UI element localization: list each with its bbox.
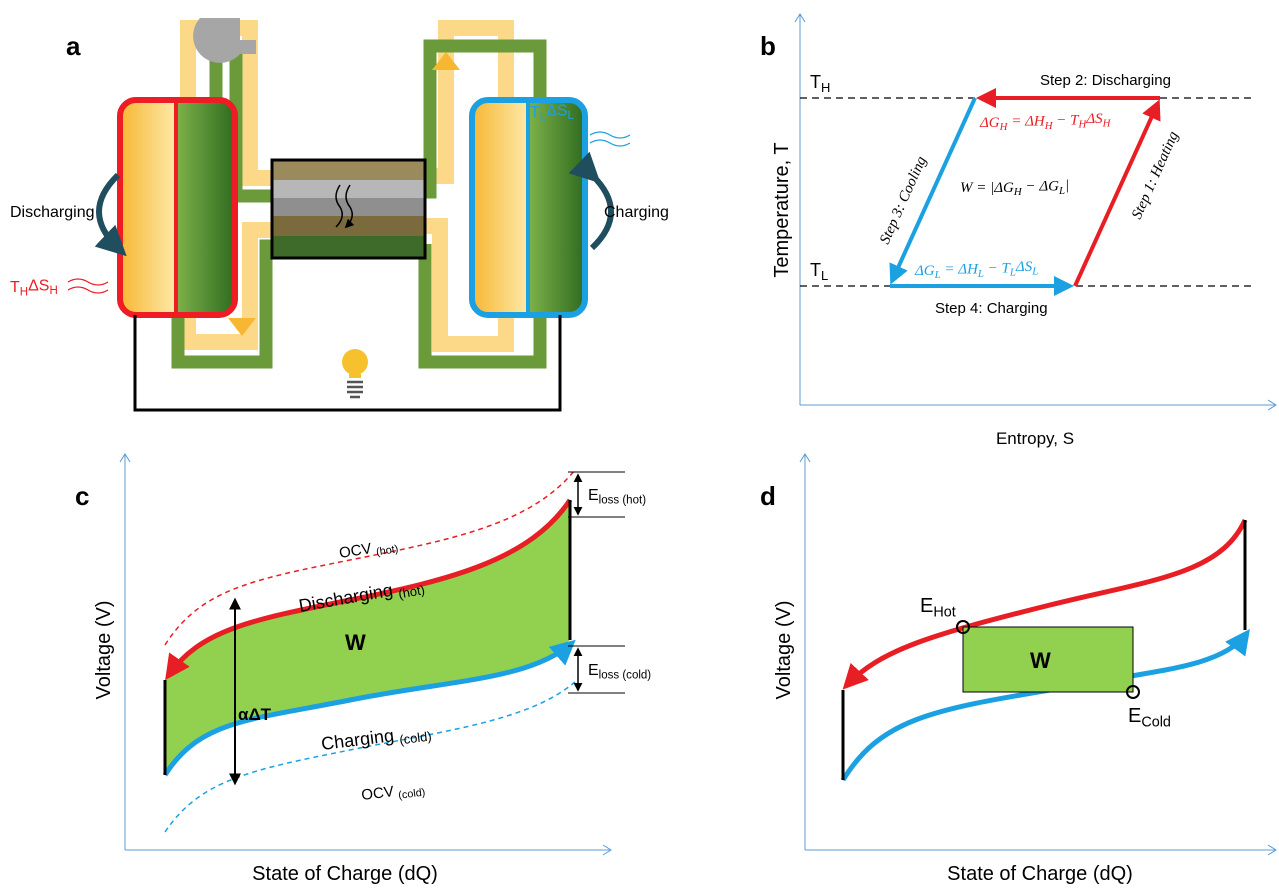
text-part: Charging xyxy=(320,725,400,754)
text-part: E xyxy=(920,595,933,617)
text-part: − ΔG xyxy=(1022,179,1059,195)
x-axis-label: State of Charge (dQ) xyxy=(947,863,1133,885)
y-axis-label: Voltage (V) xyxy=(773,601,795,700)
subscript: L xyxy=(977,268,984,280)
work-label: W xyxy=(1030,648,1051,673)
axes xyxy=(795,14,1276,410)
panel-b: b TH TL Step 2: Discharging Step 4: Char… xyxy=(760,14,1276,448)
panel-c: c Eloss (hot) Eloss (cold) W αΔT OCV (ho… xyxy=(75,454,651,885)
work-label: W xyxy=(345,630,366,655)
subscript: L xyxy=(1058,185,1065,197)
loss-hot: Eloss (hot) xyxy=(588,487,646,506)
text-part: OCV xyxy=(338,539,377,562)
e-cold: ECold xyxy=(1128,705,1171,730)
step-label: Step 2: Discharging xyxy=(1040,72,1171,89)
y-axis-label: Voltage (V) xyxy=(93,601,115,700)
panel-label: d xyxy=(760,481,776,511)
loss-cold: Eloss (cold) xyxy=(588,662,651,681)
subscript: H xyxy=(821,80,830,95)
equation: ΔGH = ΔHH − THΔSH xyxy=(979,111,1112,133)
subscript: H xyxy=(1102,117,1112,129)
step-label: Step 1: Heating xyxy=(1129,129,1182,222)
text-part: W = |ΔG xyxy=(960,180,1014,196)
subscript: Cold xyxy=(1141,714,1171,730)
text-part: T xyxy=(810,260,821,280)
ocv-cold-label: OCV (cold) xyxy=(360,779,426,806)
step-label: Step 3: Cooling xyxy=(877,154,930,247)
charge-label: Charging (cold) xyxy=(320,721,432,757)
subscript: H xyxy=(49,285,57,297)
text-part: | xyxy=(1065,177,1069,193)
t-high: TH xyxy=(810,72,830,95)
text-part: = ΔH xyxy=(1007,114,1045,130)
t-low: TL xyxy=(810,260,828,283)
subscript: L xyxy=(1009,267,1016,279)
panel-label: b xyxy=(760,31,776,61)
subscript: H xyxy=(20,286,28,298)
text-part: − T xyxy=(1053,112,1081,128)
subscript: L xyxy=(568,110,575,122)
subscript: L xyxy=(821,268,828,283)
x-axis-label: State of Charge (dQ) xyxy=(252,863,438,885)
equation: W = |ΔGH − ΔGL| xyxy=(960,177,1069,198)
ocv-hot-label: OCV (hot) xyxy=(338,536,399,564)
panel-label: a xyxy=(66,31,81,61)
equation: ΔGL = ΔHL − TLΔSL xyxy=(914,259,1038,281)
text-part: − T xyxy=(984,260,1012,276)
text: Charging xyxy=(604,204,669,221)
e-hot: EHot xyxy=(920,595,956,620)
text-part: ΔS xyxy=(28,278,49,295)
text-part: ΔS xyxy=(1085,111,1103,127)
text-part: T xyxy=(10,279,20,296)
heat-wave xyxy=(590,132,630,146)
text-part: T xyxy=(530,104,540,121)
panel-a: a Discharging Charging THΔSH TLΔSL xyxy=(10,18,669,410)
text-part: E xyxy=(588,487,599,504)
alpha-label: αΔT xyxy=(238,705,272,724)
discharge-arrow xyxy=(99,175,118,248)
subscript: L xyxy=(934,269,941,281)
text-part: E xyxy=(1128,705,1141,727)
subscript: (cold) xyxy=(398,787,426,802)
figure: a Discharging Charging THΔSH TLΔSL b TH … xyxy=(0,0,1279,889)
heat-exchanger xyxy=(272,160,425,258)
y-axis-label: Temperature, T xyxy=(771,142,793,277)
bulb xyxy=(342,349,368,397)
subscript: loss (hot) xyxy=(599,494,647,506)
text-part: OCV xyxy=(360,783,398,804)
panel-d: d W EHot ECold Voltage (V) State of Char… xyxy=(760,454,1276,885)
text: Discharging xyxy=(10,204,94,221)
text-part: T xyxy=(810,72,821,92)
heat-wave xyxy=(68,279,108,293)
panel-label: c xyxy=(75,481,89,511)
text-part: ΔG xyxy=(914,263,935,279)
subscript: loss (cold) xyxy=(599,669,652,681)
text-part: ΔG xyxy=(979,115,1000,131)
text-part: ΔS xyxy=(1015,259,1033,275)
x-axis-label: Entropy, S xyxy=(996,429,1074,448)
step-label: Step 4: Charging xyxy=(935,300,1048,317)
text-part: = ΔH xyxy=(941,262,979,278)
subscript: Hot xyxy=(933,604,955,620)
heat-in: THΔSH xyxy=(10,278,58,299)
subscript: L xyxy=(1031,265,1038,277)
subscript: (hot) xyxy=(375,543,399,558)
text-part: ΔS xyxy=(546,103,567,120)
text-part: E xyxy=(588,662,599,679)
subscript: (cold) xyxy=(398,728,432,747)
